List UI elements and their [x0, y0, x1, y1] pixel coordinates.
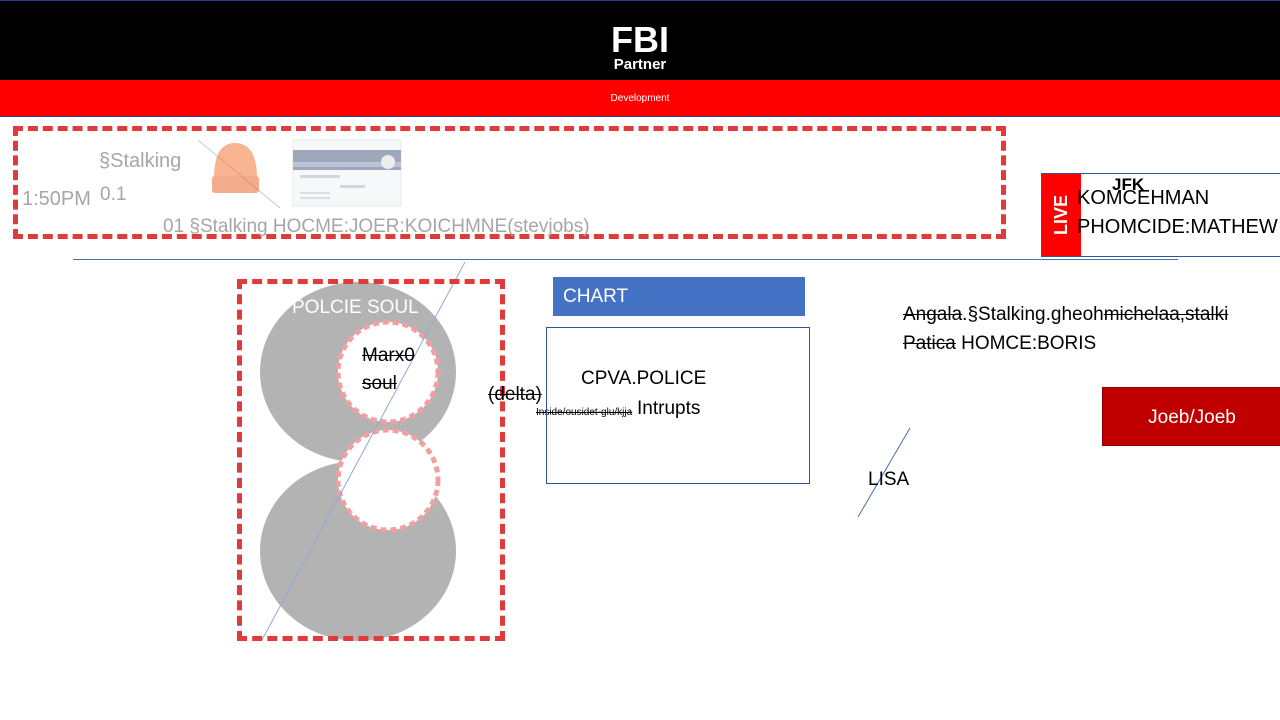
development-label: Development	[610, 93, 670, 104]
live-badge	[1042, 174, 1081, 256]
beanie-image	[212, 143, 259, 193]
patica-text: Patica	[903, 333, 956, 354]
lisa-label: LISA	[868, 469, 910, 490]
angala-text: Angala	[903, 304, 963, 325]
stalking-mid-text: .§Stalking.gheoh	[962, 304, 1104, 325]
time-label: 1:50PM	[22, 188, 91, 210]
angala-line: Angala.§Stalking.gheohmichelaa,stalki	[903, 304, 1228, 326]
inside-note: Inside/ousidet-glu/kjja	[536, 407, 633, 418]
development-banner	[0, 80, 1280, 117]
header-bar	[0, 0, 1280, 80]
homce-text: HOMCE:BORIS	[955, 333, 1097, 354]
marquee-text: 01 §Stalking HOCME:JOER:KOICHMNE(stevjob…	[163, 216, 590, 237]
header-subtitle: Partner	[613, 56, 667, 73]
left-dashed-frame	[237, 279, 505, 641]
live-panel	[1041, 173, 1280, 257]
michelaa-text: michelaa,stalki	[1103, 304, 1229, 325]
lisa-line	[857, 427, 911, 518]
intrupts-label: Intrupts	[637, 398, 701, 419]
patica-line: Patica HOMCE:BORIS	[903, 333, 1096, 355]
stalking-label: §Stalking	[99, 150, 182, 172]
diagonal-line	[261, 261, 466, 641]
cpva-label: CPVA.POLICE	[581, 368, 707, 389]
top-dashed-frame	[13, 126, 1006, 239]
komcehman-label: KOMCEHMAN	[1077, 187, 1210, 209]
delta-label: (delta)	[488, 384, 542, 405]
police-soul-label: POLCIE SOUL	[292, 297, 419, 318]
version-label: 0.1	[100, 184, 127, 205]
marx-line2: soul	[362, 373, 397, 394]
joeb-button[interactable]: Joeb/Joeb	[1102, 387, 1280, 446]
header-title: FBI	[611, 19, 669, 60]
upper-dotted-circle	[335, 319, 441, 425]
divider-line	[73, 259, 1178, 260]
live-badge-label: LIVE	[1051, 195, 1071, 236]
screenshot-thumbnail	[292, 139, 402, 207]
jfk-label: JFK	[1112, 175, 1145, 194]
chart-box	[546, 327, 810, 484]
chart-button[interactable]: CHART	[553, 277, 805, 316]
marx-line1: Marx0	[362, 345, 415, 366]
homcide-label: PHOMCIDE:MATHEW	[1077, 216, 1278, 238]
marx-label: Marx0 soul	[362, 342, 415, 398]
lower-dotted-circle	[335, 427, 441, 533]
